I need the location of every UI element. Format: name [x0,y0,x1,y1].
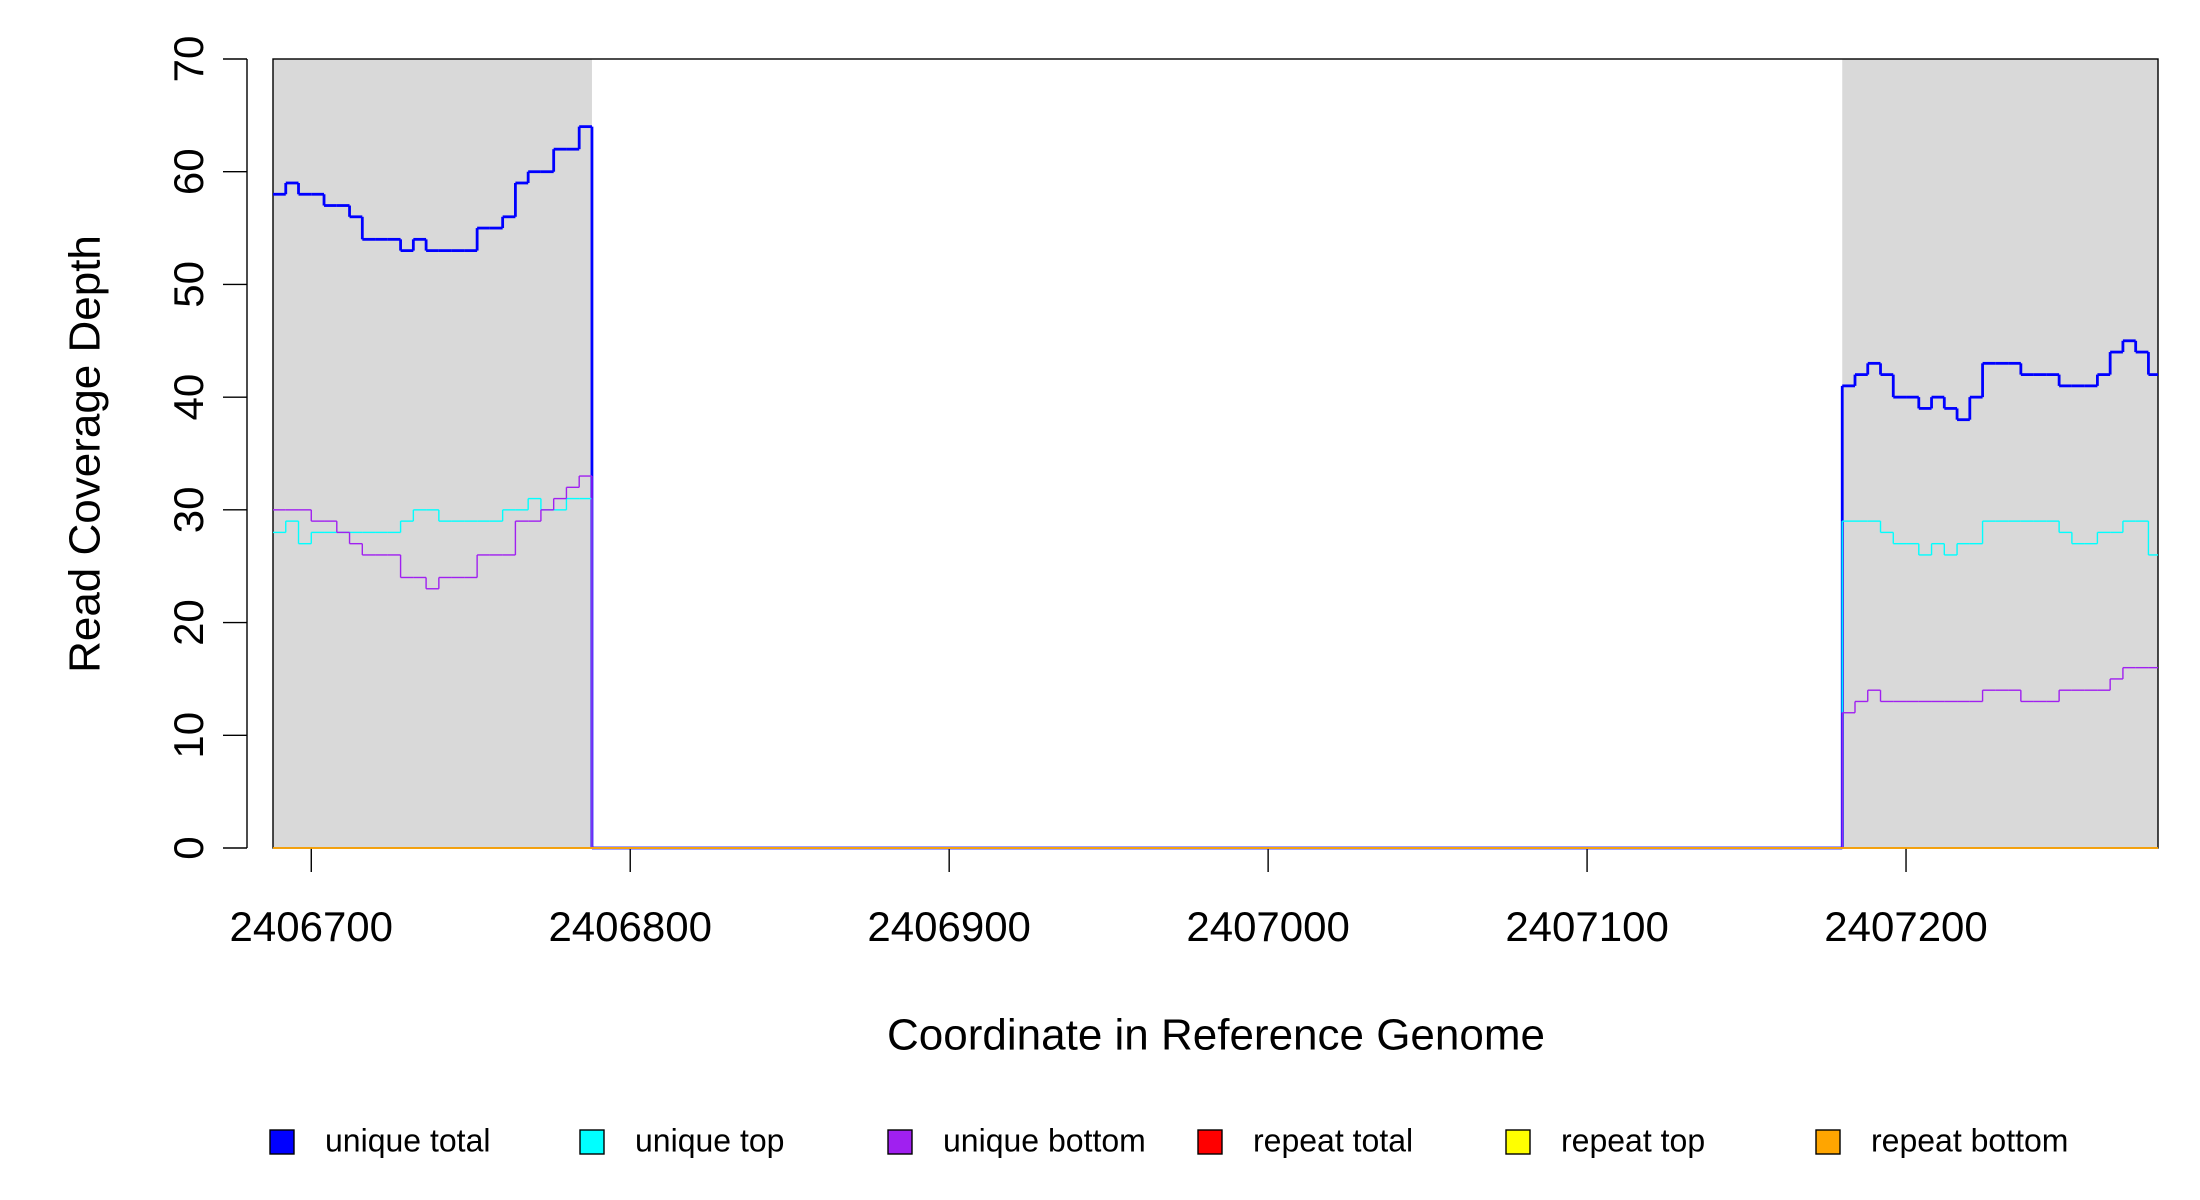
y-tick-label: 10 [165,712,212,759]
shaded-region [273,59,592,848]
x-tick-label: 2407200 [1824,903,1988,950]
legend-swatch [1815,1129,1841,1155]
x-tick-label: 2407100 [1505,903,1669,950]
y-tick-label: 70 [165,36,212,83]
legend-label: repeat total [1253,1122,1413,1158]
x-tick-label: 2406800 [548,903,712,950]
legend-swatch [269,1129,295,1155]
x-axis-label: Coordinate in Reference Genome [887,1011,1545,1060]
y-tick-label: 60 [165,148,212,195]
y-tick-label: 0 [165,836,212,859]
x-tick-label: 2406900 [867,903,1031,950]
legend-swatch [579,1129,605,1155]
y-tick-label: 50 [165,261,212,308]
legend-swatch [887,1129,913,1155]
legend-label: unique total [325,1122,490,1158]
legend-label: repeat top [1561,1122,1705,1158]
legend-label: repeat bottom [1871,1122,2068,1158]
legend-label: unique bottom [943,1122,1146,1158]
x-tick-label: 2406700 [230,903,394,950]
legend-swatch [1197,1129,1223,1155]
y-axis-label: Read Coverage Depth [61,235,110,673]
y-tick-label: 40 [165,374,212,421]
legend-label: unique top [635,1122,784,1158]
shaded-region [1842,59,2158,848]
legend-swatch [1505,1129,1531,1155]
y-tick-label: 20 [165,599,212,646]
y-tick-label: 30 [165,486,212,533]
x-tick-label: 2407000 [1186,903,1350,950]
